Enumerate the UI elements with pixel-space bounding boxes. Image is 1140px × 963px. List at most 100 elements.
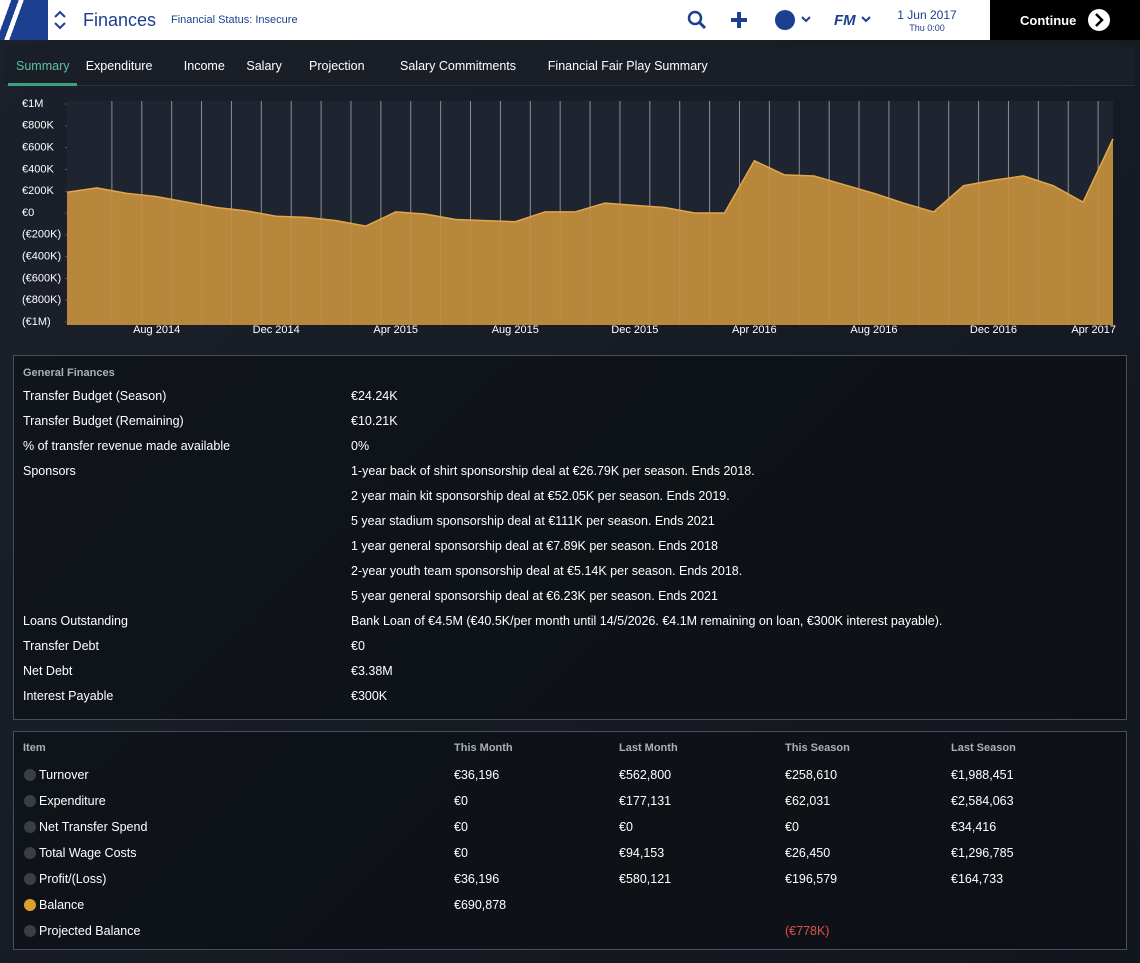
cell: €258,610 xyxy=(785,768,838,782)
financial-status: Financial Status: Insecure xyxy=(171,14,298,26)
continue-button[interactable]: Continue xyxy=(990,0,1140,40)
row-value: 5 year stadium sponsorship deal at €111K… xyxy=(351,514,715,528)
row-value: €300K xyxy=(351,689,388,703)
cell: €26,450 xyxy=(785,846,831,860)
row-label: Sponsors xyxy=(23,464,76,478)
row-icon xyxy=(24,821,36,833)
tab[interactable]: Summary xyxy=(8,45,78,86)
row-label: Transfer Budget (Remaining) xyxy=(23,414,184,428)
general-finances-panel: General Finances Transfer Budget (Season)… xyxy=(13,355,1127,720)
column-header: Last Month xyxy=(619,742,678,754)
row-value: €3.38M xyxy=(351,664,393,678)
cell: €0 xyxy=(454,820,468,834)
row-label: Net Transfer Spend xyxy=(39,820,148,834)
add-icon[interactable] xyxy=(730,11,748,29)
cell: €36,196 xyxy=(454,768,500,782)
row-label: Interest Payable xyxy=(23,689,114,703)
row-value: 2 year main kit sponsorship deal at €52.… xyxy=(351,489,730,503)
cell: €164,733 xyxy=(951,872,1004,886)
tab[interactable]: Financial Fair Play Summary xyxy=(547,59,708,73)
cell: €62,031 xyxy=(785,794,831,808)
row-icon xyxy=(24,899,36,911)
page-title: Finances xyxy=(83,10,157,30)
y-tick-label: €200K xyxy=(22,185,54,197)
chart: €1M €800K €600K €400K €200K €0 (€200K) (€400K) (… xyxy=(22,98,1116,336)
y-tick-label: €400K xyxy=(22,163,54,175)
club-badge[interactable] xyxy=(0,0,48,40)
row-label: Net Debt xyxy=(23,664,73,678)
row-label: Transfer Budget (Season) xyxy=(23,389,167,403)
y-tick-label: €0 xyxy=(22,207,34,219)
row-icon xyxy=(24,769,36,781)
tab[interactable]: Salary Commitments xyxy=(400,59,516,73)
row-icon xyxy=(24,925,36,937)
x-tick-label: Apr 2016 xyxy=(732,324,777,336)
tab-bar: Summary Expenditure Income Salary Projection… xyxy=(5,45,1135,86)
cell: €562,800 xyxy=(619,768,672,782)
row-value: Bank Loan of €4.5M (€40.5K/per month unt… xyxy=(351,614,943,628)
cell: €0 xyxy=(454,794,468,808)
cell: €196,579 xyxy=(785,872,838,886)
row-label: Total Wage Costs xyxy=(39,846,137,860)
search-icon[interactable] xyxy=(686,9,708,31)
row-value: 2-year youth team sponsorship deal at €5… xyxy=(351,564,743,578)
nav-arrows[interactable] xyxy=(52,8,68,32)
x-tick-label: Apr 2017 xyxy=(1071,324,1116,336)
cell: €0 xyxy=(619,820,633,834)
tab[interactable]: Expenditure xyxy=(85,59,153,73)
cell: €177,131 xyxy=(619,794,672,808)
y-tick-label: €800K xyxy=(22,120,54,132)
row-label: Expenditure xyxy=(39,794,106,808)
row-label: Loans Outstanding xyxy=(23,614,128,628)
row-label: Transfer Debt xyxy=(23,639,99,653)
row-label: Balance xyxy=(39,898,85,912)
row-value: €10.21K xyxy=(351,414,398,428)
row-value: 1-year back of shirt sponsorship deal at… xyxy=(351,464,755,478)
cell: €1,988,451 xyxy=(951,768,1014,782)
column-header: Last Season xyxy=(951,742,1016,754)
y-tick-label: (€600K) xyxy=(22,272,61,284)
row-icon xyxy=(24,795,36,807)
continue-icon xyxy=(1088,9,1110,31)
game-time: Thu 0:00 xyxy=(909,23,945,33)
cell: €34,416 xyxy=(951,820,997,834)
y-tick-label: €1M xyxy=(22,98,43,110)
row-label: % of transfer revenue made available xyxy=(23,439,231,453)
fm-menu[interactable]: FM xyxy=(834,10,874,30)
x-tick-label: Apr 2015 xyxy=(373,324,418,336)
x-tick-label: Aug 2015 xyxy=(492,324,539,336)
row-value: €24.24K xyxy=(351,389,398,403)
cell: €36,196 xyxy=(454,872,500,886)
column-header: This Season xyxy=(785,742,850,754)
tab[interactable]: Income xyxy=(183,59,225,73)
continue-label: Continue xyxy=(1020,13,1077,28)
row-icon xyxy=(24,847,36,859)
x-tick-label: Dec 2015 xyxy=(611,324,658,336)
column-header: Item xyxy=(23,742,46,754)
svg-text:FM: FM xyxy=(834,12,856,29)
column-header: This Month xyxy=(454,742,513,754)
y-tick-label: (€800K) xyxy=(22,294,61,306)
row-value: 1 year general sponsorship deal at €7.89… xyxy=(351,539,718,553)
top-bar: Finances Financial Status: Insecure FM 1… xyxy=(0,0,1140,40)
row-label: Projected Balance xyxy=(39,924,141,938)
x-tick-label: Dec 2014 xyxy=(253,324,300,336)
row-icon xyxy=(24,873,36,885)
finance-table-panel: Item This Month Last Month This Season Last … xyxy=(13,731,1127,950)
x-tick-label: Aug 2014 xyxy=(133,324,180,336)
row-label: Profit/(Loss) xyxy=(39,872,107,886)
x-tick-label: Aug 2016 xyxy=(850,324,897,336)
row-value: 5 year general sponsorship deal at €6.23… xyxy=(351,589,718,603)
cell: (€778K) xyxy=(785,924,830,938)
row-value: €0 xyxy=(351,639,365,653)
x-tick-label: Dec 2016 xyxy=(970,324,1017,336)
tab[interactable]: Projection xyxy=(309,59,365,73)
cell: €690,878 xyxy=(454,898,507,912)
world-icon[interactable] xyxy=(774,9,814,31)
game-date: 1 Jun 2017 xyxy=(897,8,957,22)
y-tick-label: €600K xyxy=(22,142,54,154)
cell: €2,584,063 xyxy=(951,794,1014,808)
cell: €580,121 xyxy=(619,872,672,886)
tab[interactable]: Salary xyxy=(246,59,282,73)
